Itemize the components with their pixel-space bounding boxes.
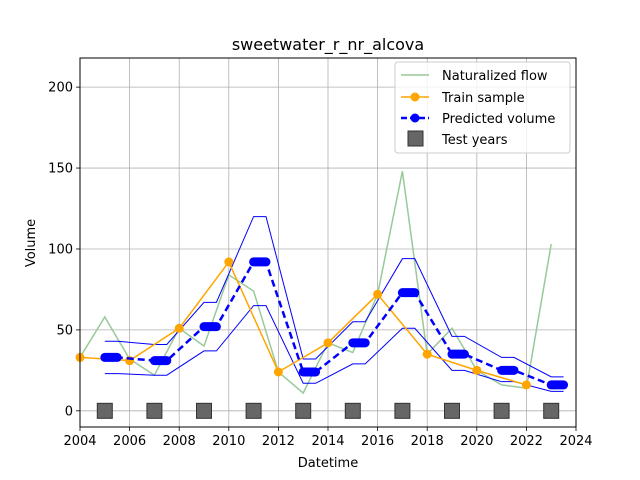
legend-predicted-label: Predicted volume [442, 112, 555, 127]
x-tick-label: 2008 [163, 434, 196, 449]
train-sample-point [521, 380, 531, 390]
predicted-volume-line [104, 260, 564, 387]
test-year-marker [196, 402, 212, 419]
y-tick-label: 200 [48, 81, 73, 96]
chart-title: sweetwater_r_nr_alcova [232, 35, 424, 55]
legend-train-label: Train sample [441, 91, 525, 106]
test-year-marker [493, 402, 510, 419]
test-year-marker [146, 402, 163, 419]
test-year-marker [444, 402, 460, 419]
x-tick-label: 2006 [113, 434, 146, 449]
test-year-marker [245, 402, 262, 419]
y-tick-label: 100 [48, 242, 73, 257]
series-layer [75, 171, 569, 419]
train-sample-point [373, 289, 383, 299]
x-tick-label: 2018 [411, 434, 444, 449]
x-tick-label: 2010 [212, 434, 245, 449]
legend: Naturalized flow Train sample Predicted … [394, 61, 571, 154]
x-tick-label: 2014 [311, 434, 344, 449]
y-tick-label: 0 [65, 404, 73, 419]
train-sample-point [472, 365, 482, 375]
predicted-lower-bound-line [104, 305, 564, 392]
y-tick-label: 50 [56, 323, 73, 338]
y-axis-label: Volume [24, 219, 39, 267]
train-sample-line [79, 260, 527, 386]
test-year-marker [96, 402, 113, 419]
test-year-marker [394, 402, 411, 419]
legend-test-swatch [407, 130, 424, 147]
x-axis-label: Datetime [298, 456, 358, 471]
test-year-marker [344, 402, 361, 419]
y-tick-label: 150 [48, 162, 73, 177]
train-sample-point [323, 338, 333, 348]
train-sample-point [273, 367, 283, 377]
train-sample-point [422, 349, 432, 359]
x-tick-label: 2022 [510, 434, 543, 449]
ticks: 2004 2006 2008 2010 2012 2014 2016 2018 2020 2022… [48, 81, 592, 449]
test-year-marker [295, 402, 312, 419]
train-sample-point [174, 323, 184, 333]
legend-naturalized-label: Naturalized flow [442, 69, 548, 84]
x-tick-label: 2016 [361, 434, 394, 449]
predicted-upper-bound-line [104, 216, 564, 378]
legend-box [394, 61, 571, 154]
x-tick-label: 2004 [63, 434, 96, 449]
x-tick-label: 2012 [262, 434, 295, 449]
legend-predicted-marker [410, 113, 420, 123]
legend-train-marker [410, 92, 420, 102]
x-tick-label: 2020 [460, 434, 493, 449]
legend-test-label: Test years [441, 133, 508, 148]
test-year-marker [543, 402, 560, 419]
train-sample-point [224, 257, 234, 267]
x-tick-label: 2024 [559, 434, 592, 449]
